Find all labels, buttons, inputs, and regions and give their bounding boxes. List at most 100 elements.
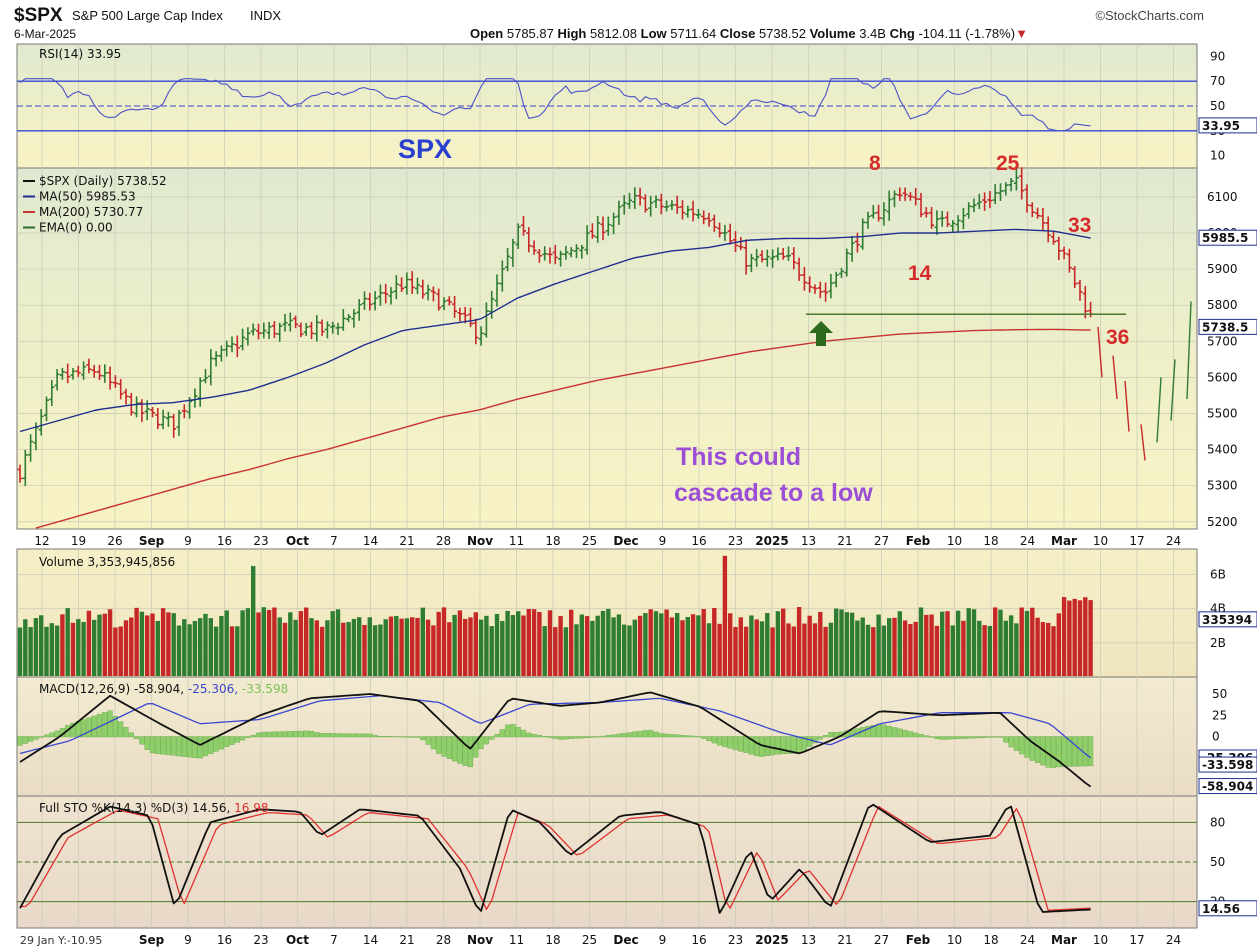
volume-bar (712, 607, 717, 676)
header-symbol: $SPX (14, 5, 63, 26)
macd-hist-bar (976, 736, 982, 739)
x-tick-label: 24 (1166, 534, 1181, 548)
macd-hist-bar (770, 736, 776, 756)
volume-bar (272, 607, 277, 676)
x-tick-label: 26 (107, 534, 122, 548)
macd-hist-bar (489, 736, 495, 740)
macd-hist-bar (934, 736, 940, 739)
volume-bar (1014, 623, 1019, 676)
volume-bar (786, 623, 791, 676)
volume-bar (118, 626, 123, 676)
volume-bar (743, 626, 749, 676)
macd-hist-bar (314, 732, 320, 738)
volume-bar (1051, 626, 1056, 676)
macd-line (19, 691, 1092, 788)
header-brand[interactable]: ©StockCharts.com (1095, 8, 1204, 23)
volume-bar (987, 625, 993, 676)
macd-hist-bar (356, 733, 362, 738)
volume-bar (410, 617, 415, 676)
volume-bar (441, 607, 447, 676)
volume-bar (1083, 597, 1088, 676)
macd-hist-bar (499, 729, 505, 738)
macd-tick-label: 50 (1212, 687, 1227, 701)
volume-bar (871, 627, 876, 676)
macd-hist-bar (144, 736, 150, 750)
volume-bar (1067, 600, 1072, 676)
macd-hist-bar (414, 736, 421, 738)
x-tick-label: 23 (728, 534, 743, 548)
macd-hist-bar (929, 736, 935, 738)
volume-bar (653, 611, 659, 676)
macd-hist-bar (674, 734, 680, 738)
macd-hist-bar (833, 732, 839, 738)
volume-bar (484, 615, 489, 676)
x-tick-label: 21 (837, 534, 852, 548)
volume-bar (675, 612, 680, 676)
macd-hist-bar (632, 731, 638, 738)
volume-bar (494, 613, 500, 676)
x-tick-label: Oct (286, 933, 309, 947)
projection-segment (1140, 424, 1146, 461)
x-tick-label: 10 (947, 534, 962, 548)
volume-bar (383, 619, 388, 676)
volume-bar (1003, 620, 1008, 676)
volume-bar (765, 613, 770, 676)
macd-hist-bar (987, 736, 993, 738)
volume-bar (818, 611, 823, 676)
volume-bar (139, 611, 145, 676)
volume-bar (855, 620, 860, 676)
volume-bar (1072, 598, 1077, 676)
macd-hist-bar (319, 733, 325, 738)
macd-hist-bar (542, 736, 548, 738)
x-tick-label: Nov (467, 534, 493, 548)
macd-hist-bar (346, 733, 352, 738)
ma50-tag-text: 5985.5 (1202, 231, 1248, 245)
macd-hist-bar (573, 736, 580, 739)
sto-tag-box (1198, 900, 1257, 917)
annotation-36: 36 (1106, 326, 1129, 349)
volume-bar (192, 621, 198, 676)
sto-series (19, 803, 1091, 914)
macd-hist-bar (870, 724, 876, 738)
macd-hist-bar (43, 734, 50, 738)
macd-hist-bar (605, 735, 611, 738)
macd-hist-bar (600, 735, 606, 738)
volume-bar (659, 613, 664, 676)
high-value: 5812.08 (590, 26, 637, 41)
volume-bar (908, 624, 913, 676)
macd-hist-bar (372, 734, 378, 738)
macd-hist-bar (1019, 736, 1025, 755)
macd-hist-tag: -33.598 (1198, 756, 1257, 773)
macd-hist-tag-box (1198, 756, 1257, 773)
open-label: Open (470, 26, 503, 41)
header-quote: Open 5785.87 High 5812.08 Low 5711.64 Cl… (470, 26, 1028, 41)
price-legend: $SPX (Daily) 5738.52 MA(50) 5985.53MA(200… (23, 174, 167, 235)
volume-bar (150, 613, 155, 676)
ma50-tag: 5985.5 (1198, 229, 1257, 246)
volume-bar (219, 615, 224, 676)
macd-hist-bar (960, 736, 967, 739)
rsi-tag-box (1198, 117, 1257, 134)
macd-hist-bar (807, 736, 813, 747)
volume-bar (282, 622, 288, 676)
macd-hist-bar (515, 726, 521, 738)
ma50-tag-box (1198, 229, 1257, 246)
x-tick-label: Mar (1051, 933, 1077, 947)
projection-segment (1097, 326, 1103, 378)
macd-hist-bar (181, 736, 187, 757)
macd-hist-bar (791, 736, 797, 754)
macd-hist-bar (218, 736, 225, 750)
macd-hist-bar (918, 734, 924, 738)
x-tick-label: 16 (217, 534, 232, 548)
x-tick-label: Nov (467, 933, 493, 947)
volume-bar (754, 619, 759, 676)
volume-bar (251, 566, 256, 676)
volume-bar (102, 613, 107, 676)
chg-value: -104.11 (-1.78%) (918, 26, 1015, 41)
volume-bar (1019, 607, 1024, 676)
x-tick-label: 9 (659, 534, 667, 548)
macd-hist-bar (679, 734, 686, 738)
volume-bar (330, 611, 335, 676)
macd-legend-signal: -25.306, (188, 682, 238, 696)
